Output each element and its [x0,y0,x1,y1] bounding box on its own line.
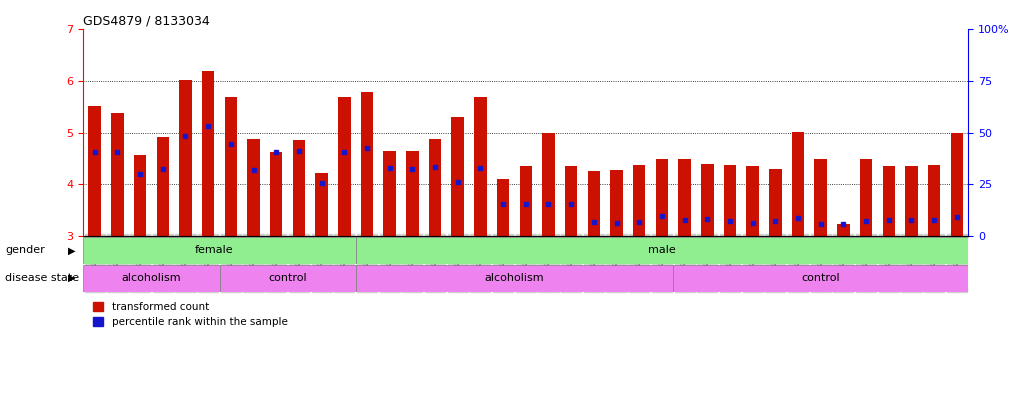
Bar [859,160,873,236]
Bar [356,265,673,292]
Bar [701,163,714,236]
Bar [225,97,237,236]
Text: female: female [194,245,233,255]
Bar [724,165,736,236]
Bar [792,132,804,236]
Bar [429,139,441,236]
Bar [951,132,963,236]
Text: control: control [268,273,307,283]
Text: male: male [648,245,675,255]
Bar [179,80,192,236]
Bar [356,237,968,264]
Bar [905,166,917,236]
Bar [497,179,510,236]
Bar [270,152,283,236]
Text: gender: gender [5,245,45,255]
Bar [202,71,215,236]
Bar [157,137,169,236]
Bar [520,166,532,236]
Bar [588,171,600,236]
Bar [315,173,327,236]
Bar [673,265,968,292]
Bar [452,117,464,236]
Bar [656,160,668,236]
Bar [83,237,356,264]
Bar [220,265,356,292]
Bar [769,169,782,236]
Bar [247,139,259,236]
Text: ▶: ▶ [68,273,75,283]
Text: control: control [801,273,840,283]
Bar [111,113,124,236]
Bar [88,106,101,236]
Bar [474,97,487,236]
Bar [406,151,419,236]
Bar [361,92,373,236]
Bar [746,165,759,236]
Bar [837,224,849,236]
Bar [610,170,622,236]
Bar [338,97,351,236]
Bar [564,166,578,236]
Text: alcoholism: alcoholism [485,273,544,283]
Legend: transformed count, percentile rank within the sample: transformed count, percentile rank withi… [88,298,292,332]
Text: disease state: disease state [5,273,79,283]
Bar [633,165,646,236]
Text: GDS4879 / 8133034: GDS4879 / 8133034 [83,15,211,28]
Bar [542,132,554,236]
Bar [134,155,146,236]
Bar [883,166,895,236]
Bar [815,160,827,236]
Text: alcoholism: alcoholism [122,273,181,283]
Bar [928,165,941,236]
Bar [293,140,305,236]
Bar [383,151,396,236]
Bar [678,160,691,236]
Text: ▶: ▶ [68,245,75,255]
Bar [83,265,220,292]
